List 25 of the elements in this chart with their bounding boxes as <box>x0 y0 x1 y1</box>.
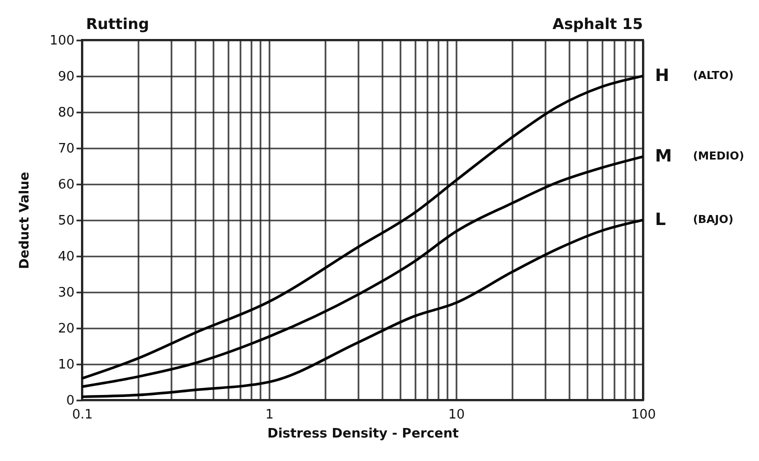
y-tick-label: 100 <box>50 34 74 48</box>
text: (BAJO) <box>693 213 734 226</box>
y-tick-label: 10 <box>58 358 74 372</box>
text: (ALTO) <box>693 69 734 82</box>
y-tick-label: 80 <box>58 106 74 120</box>
x-tick-label: 10 <box>448 408 465 422</box>
y-tick-label: 90 <box>58 70 74 84</box>
y-tick-label: 0 <box>66 394 74 408</box>
x-axis-title: Distress Density - Percent <box>267 426 459 442</box>
y-tick-label: 20 <box>58 322 74 336</box>
x-tick-label: 0.1 <box>72 408 93 422</box>
y-tick-label: 30 <box>58 286 74 300</box>
y-tick-label: 50 <box>58 214 74 228</box>
text: (MEDIO) <box>693 150 744 163</box>
chart-title: Rutting <box>86 15 150 33</box>
y-tick-label: 70 <box>58 142 74 156</box>
y-tick-label: 40 <box>58 250 74 264</box>
y-tick-label: 60 <box>58 178 74 192</box>
x-tick-label: 100 <box>631 408 656 422</box>
chart-subtitle: Asphalt 15 <box>552 15 643 33</box>
series-label: L <box>655 210 666 230</box>
series-label: M <box>655 146 672 167</box>
y-axis-title: Deduct Value <box>18 172 33 270</box>
series-label: H <box>655 66 670 86</box>
x-tick-label: 1 <box>265 408 274 422</box>
